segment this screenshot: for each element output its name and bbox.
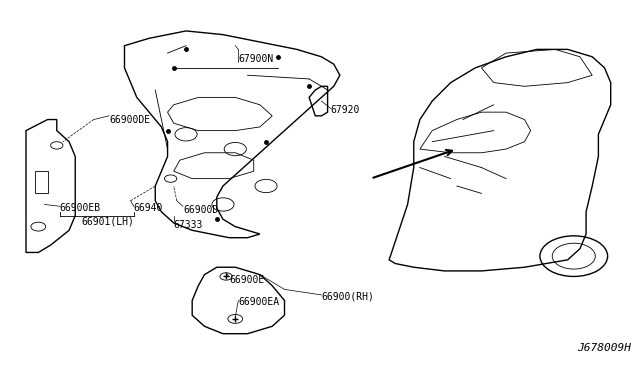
Text: 66901(LH): 66901(LH) xyxy=(81,216,134,226)
Text: 66900E: 66900E xyxy=(229,275,264,285)
Text: 67333: 67333 xyxy=(173,220,203,230)
Text: 66900D: 66900D xyxy=(183,205,218,215)
Text: 67920: 67920 xyxy=(331,105,360,115)
Text: 66900(RH): 66900(RH) xyxy=(321,292,374,302)
Text: 66900EA: 66900EA xyxy=(238,297,280,307)
Text: 66940: 66940 xyxy=(134,203,163,213)
Text: 67900N: 67900N xyxy=(238,54,273,64)
Text: 66900EB: 66900EB xyxy=(60,203,101,213)
Text: J678009H: J678009H xyxy=(577,343,631,353)
Text: 66900DE: 66900DE xyxy=(109,115,150,125)
